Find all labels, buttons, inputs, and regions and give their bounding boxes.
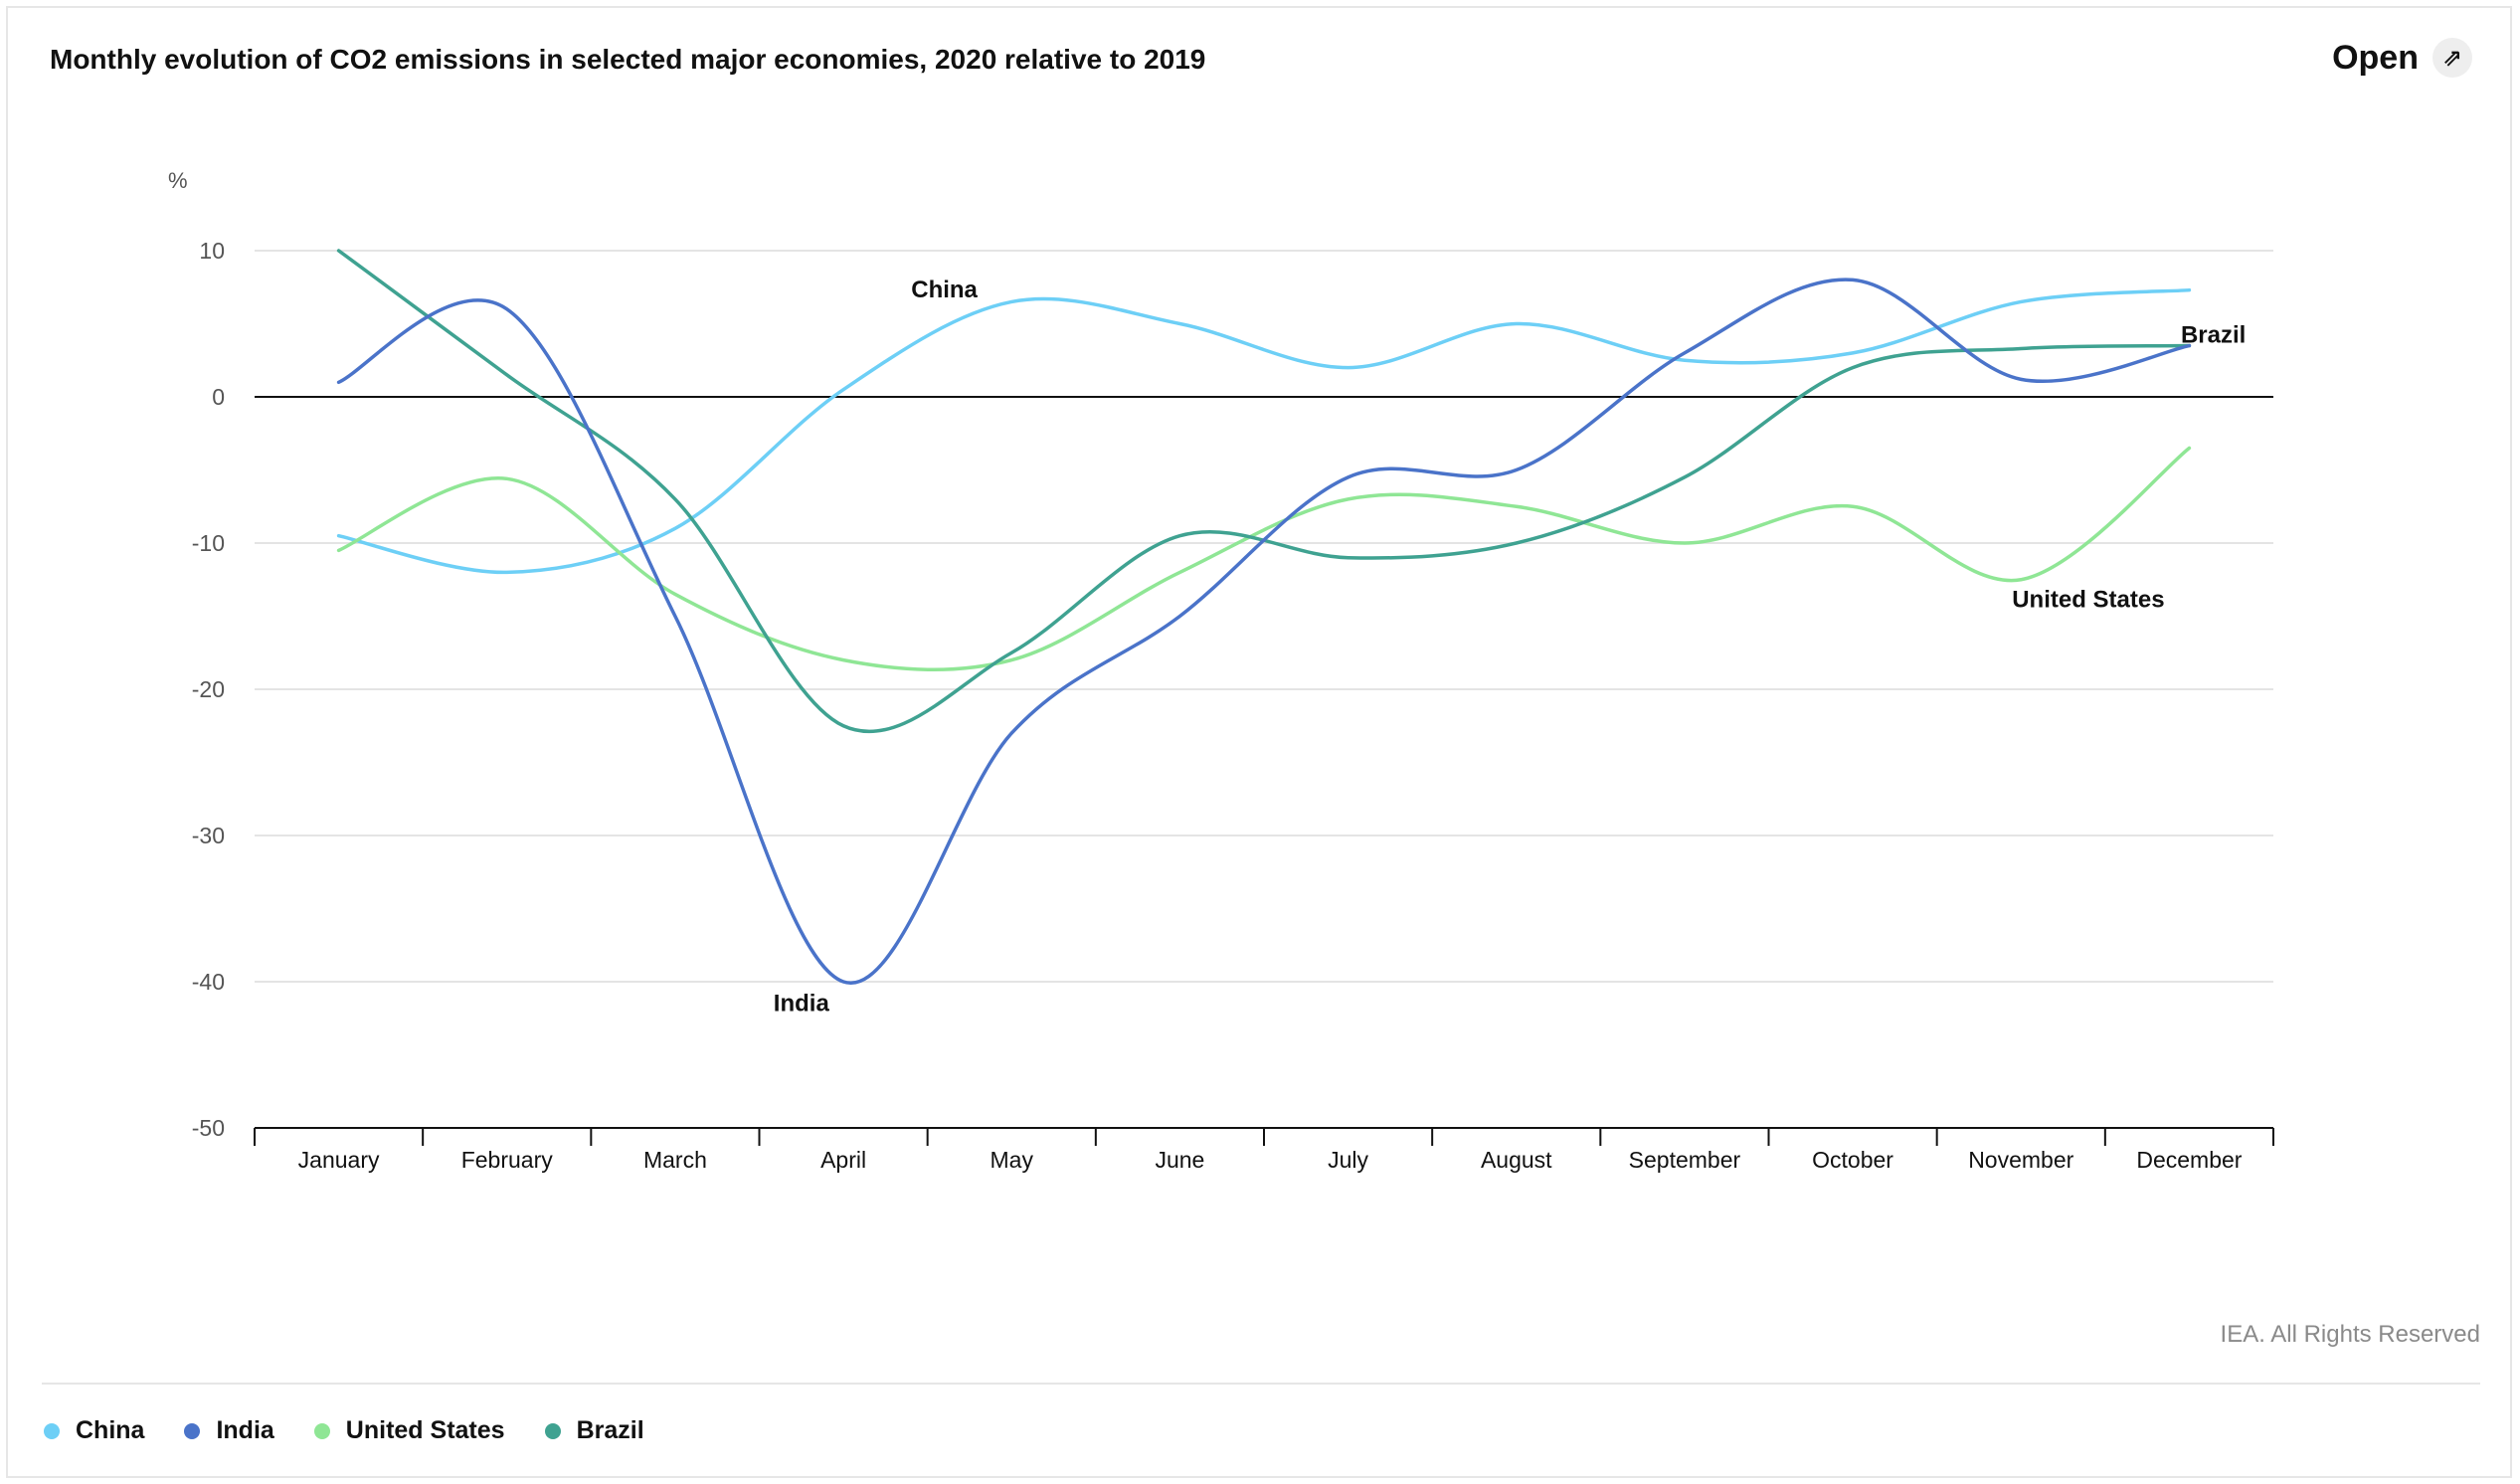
x-tick-label: July (1328, 1147, 1368, 1173)
legend-label: Brazil (576, 1416, 644, 1444)
series-label-united-states: United States (2012, 587, 2164, 614)
credit-text: IEA. All Rights Reserved (2220, 1321, 2480, 1348)
series-line-china[interactable] (336, 287, 2192, 575)
y-tick-label: -20 (192, 676, 225, 702)
x-tick-label: March (643, 1147, 707, 1173)
legend-label: India (216, 1416, 274, 1444)
legend-dot-icon (544, 1422, 561, 1439)
x-tick-label: August (1481, 1147, 1552, 1173)
y-tick-label: 10 (199, 238, 225, 264)
series-line-brazil[interactable] (336, 249, 2192, 734)
y-tick-label: -40 (192, 969, 225, 995)
x-tick-label: September (1629, 1147, 1741, 1173)
y-axis-ticks: 10 0 -10 -20 -30 -40 -50 (192, 238, 225, 1141)
series-line-united-states[interactable] (336, 446, 2192, 671)
open-label: Open (2332, 38, 2419, 77)
legend: China India United States Brazil (44, 1416, 644, 1445)
x-axis: January February March April May June July Augu… (254, 1127, 2274, 1173)
series-line-india[interactable] (336, 278, 2192, 985)
legend-item-brazil[interactable]: Brazil (544, 1416, 644, 1445)
series-labels: China India United States Brazil (774, 277, 2247, 1017)
gridlines (255, 250, 2273, 983)
legend-item-india[interactable]: India (184, 1416, 274, 1445)
legend-label: United States (345, 1416, 505, 1444)
y-axis-label: % (168, 168, 188, 193)
y-tick-label: -30 (192, 823, 225, 848)
x-tick-label: April (820, 1147, 866, 1173)
x-tick-label: December (2136, 1147, 2242, 1173)
y-tick-label: -50 (192, 1115, 225, 1141)
legend-dot-icon (44, 1422, 60, 1439)
series-label-brazil: Brazil (2181, 322, 2246, 349)
legend-item-china[interactable]: China (44, 1416, 144, 1445)
x-tick-label: January (298, 1147, 380, 1173)
legend-dot-icon (313, 1422, 330, 1439)
x-tick-label: October (1812, 1147, 1893, 1173)
x-tick-label: May (990, 1147, 1034, 1173)
series-label-china: China (911, 277, 978, 303)
external-link-icon: ⇗ (2432, 38, 2472, 78)
open-button[interactable]: Open ⇗ (2332, 38, 2472, 78)
y-tick-label: 0 (212, 384, 225, 410)
y-tick-label: -10 (192, 530, 225, 556)
legend-item-united-states[interactable]: United States (313, 1416, 505, 1445)
legend-label: China (76, 1416, 145, 1444)
x-tick-label: November (1968, 1147, 2073, 1173)
legend-divider (42, 1383, 2480, 1385)
legend-dot-icon (184, 1422, 201, 1439)
chart-title: Monthly evolution of CO2 emissions in se… (50, 44, 1206, 75)
x-tick-label: June (1155, 1147, 1204, 1173)
series-lines (336, 249, 2192, 985)
series-label-india: India (774, 990, 830, 1017)
x-tick-label: February (461, 1147, 554, 1173)
